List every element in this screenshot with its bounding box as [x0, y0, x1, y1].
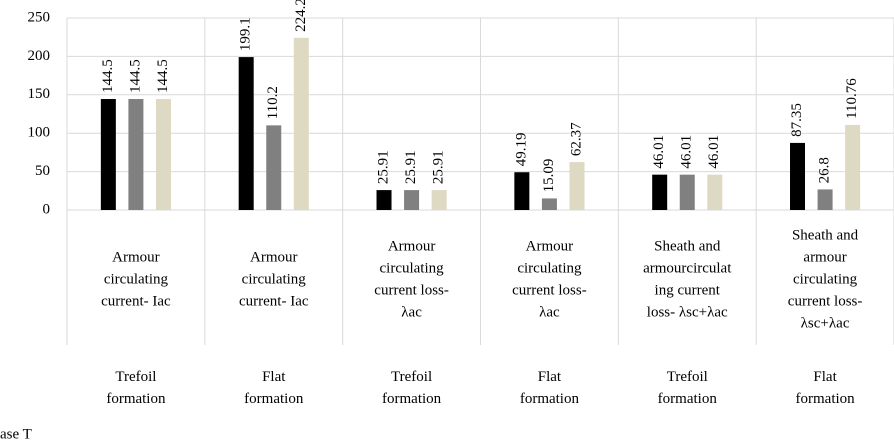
data-label: 25.91	[375, 150, 391, 184]
bar	[845, 124, 861, 210]
y-tick-label: 200	[28, 48, 51, 64]
data-label: 144.5	[127, 59, 143, 93]
x-tick-label: λsc+λac	[801, 315, 850, 331]
group-label: Trefoil formation	[658, 369, 718, 407]
x-tick-label: current- Iac	[101, 293, 171, 309]
bar	[707, 174, 723, 210]
bar	[817, 189, 833, 210]
x-tick-label: armourcirculat	[643, 260, 732, 276]
bar	[569, 162, 585, 210]
x-tick-label: Armour	[388, 238, 436, 254]
y-tick-label: 250	[28, 9, 51, 25]
bar	[679, 174, 695, 210]
x-tick-label: current- Iac	[239, 293, 309, 309]
y-tick-label: 50	[35, 163, 50, 179]
x-tick-label: circulating	[793, 271, 858, 287]
data-label: 46.01	[679, 135, 695, 169]
data-label: 49.19	[513, 132, 529, 166]
x-tick-label: circulating	[517, 260, 582, 276]
group-label: Flat formation	[244, 369, 304, 407]
data-label: 25.91	[403, 150, 419, 184]
data-label: 26.8	[817, 157, 833, 183]
x-tick-label: ing current	[655, 282, 721, 298]
data-label: 110.76	[844, 78, 860, 119]
x-tick-label: armour	[803, 249, 846, 265]
data-label: 144.5	[100, 59, 116, 93]
x-tick-label: λac	[401, 304, 422, 320]
data-label: 199.1	[238, 17, 254, 51]
bar	[100, 99, 116, 210]
y-tick-label: 0	[43, 201, 51, 217]
group-label: Flat formation	[520, 369, 580, 407]
x-tick-label: current loss-	[788, 293, 863, 309]
bar	[128, 99, 144, 210]
data-label: 144.5	[155, 59, 171, 93]
x-tick-label: circulating	[242, 271, 307, 287]
data-label: 87.35	[789, 103, 805, 137]
data-label: 224.2	[293, 0, 309, 32]
y-tick-label: 100	[28, 125, 51, 141]
x-tick-label: Armour	[112, 249, 160, 265]
x-tick-label: Armour	[250, 249, 298, 265]
x-tick-label: circulating	[380, 260, 445, 276]
data-label: 62.37	[568, 122, 584, 156]
data-label: 46.01	[706, 135, 722, 169]
bar	[514, 172, 530, 210]
data-label: 46.01	[651, 135, 667, 169]
x-tick-label: Sheath and	[792, 227, 859, 243]
bar	[376, 190, 392, 210]
x-tick-label: loss- λsc+λac	[647, 304, 728, 320]
y-tick-label: 150	[28, 86, 51, 102]
x-tick-label: Sheath and	[654, 238, 721, 254]
bar	[155, 99, 171, 210]
bar	[266, 125, 282, 210]
x-tick-label: circulating	[104, 271, 169, 287]
data-label: 25.91	[431, 150, 447, 184]
bar	[431, 190, 447, 210]
bar	[790, 142, 806, 210]
x-tick-label: λac	[539, 304, 560, 320]
bar	[652, 174, 668, 210]
data-label: 15.09	[541, 159, 557, 193]
bar	[541, 198, 557, 210]
bar	[293, 37, 309, 211]
group-label: Flat formation	[796, 369, 856, 407]
legend-fragment: ase T	[0, 426, 32, 442]
bar	[238, 57, 254, 210]
bar	[404, 190, 420, 210]
group-label: Trefoil formation	[106, 369, 166, 407]
x-tick-label: Armour	[526, 238, 574, 254]
data-label: 110.2	[265, 86, 281, 119]
group-label: Trefoil formation	[382, 369, 442, 407]
x-tick-label: current loss-	[512, 282, 587, 298]
x-tick-label: current loss-	[374, 282, 449, 298]
